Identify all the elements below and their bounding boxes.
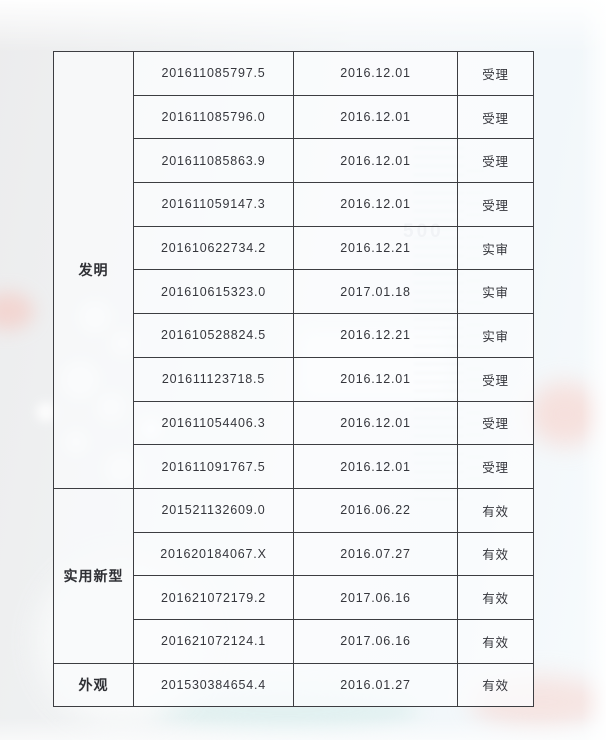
patent-number-cell: 201610622734.2 <box>133 225 294 271</box>
patent-date-cell: 2016.12.01 <box>293 444 458 489</box>
pink-blur-blob <box>0 292 34 330</box>
patent-date-cell: 2016.12.01 <box>293 51 458 96</box>
patent-date-cell: 2017.06.16 <box>293 575 458 620</box>
patent-status-cell: 有效 <box>457 575 534 620</box>
patent-date-cell: 2017.01.18 <box>293 269 458 315</box>
patent-status-cell: 受理 <box>457 356 534 402</box>
patent-number-cell: 201621072124.1 <box>133 618 294 664</box>
patent-number-cell: 201611054406.3 <box>133 400 294 446</box>
patent-date-cell: 2016.12.01 <box>293 94 458 140</box>
patent-date-cell: 2016.12.21 <box>293 225 458 271</box>
patent-date-cell: 2016.12.01 <box>293 182 458 227</box>
patent-date-cell: 2016.12.21 <box>293 313 458 358</box>
patent-date-cell: 2016.06.22 <box>293 487 458 533</box>
patent-number-cell: 201611085863.9 <box>133 138 294 184</box>
patent-date-cell: 2016.12.01 <box>293 138 458 184</box>
patent-number-cell: 201611123718.5 <box>133 356 294 402</box>
patent-date-cell: 2017.06.16 <box>293 618 458 664</box>
category-cell: 实用新型 <box>53 487 134 664</box>
patent-status-cell: 受理 <box>457 138 534 184</box>
patent-number-cell: 201611059147.3 <box>133 182 294 227</box>
patent-status-cell: 实审 <box>457 313 534 358</box>
patent-status-cell: 有效 <box>457 618 534 664</box>
category-cell: 外观 <box>53 662 134 708</box>
patent-date-cell: 2016.12.01 <box>293 400 458 446</box>
table-row: 外观 201530384654.4 2016.01.27 有效 <box>53 662 534 708</box>
patent-number-cell: 201611091767.5 <box>133 444 294 489</box>
patent-date-cell: 2016.12.01 <box>293 356 458 402</box>
patent-number-cell: 201521132609.0 <box>133 487 294 533</box>
patent-status-cell: 实审 <box>457 269 534 315</box>
patent-status-cell: 受理 <box>457 94 534 140</box>
patent-status-cell: 有效 <box>457 531 534 577</box>
patent-date-cell: 2016.07.27 <box>293 531 458 577</box>
patent-status-cell: 有效 <box>457 662 534 708</box>
table-row: 实用新型 201521132609.0 2016.06.22 有效 <box>53 487 534 664</box>
patent-status-cell: 受理 <box>457 51 534 96</box>
patent-number-cell: 201530384654.4 <box>133 662 294 708</box>
table-row: 发明 201611085797.5 2016.12.01 受理 <box>53 51 534 489</box>
patent-status-cell: 受理 <box>457 400 534 446</box>
patent-number-cell: 201610528824.5 <box>133 313 294 358</box>
patent-status-cell: 有效 <box>457 487 534 533</box>
pink-blur-blob <box>528 382 602 446</box>
patent-status-cell: 实审 <box>457 225 534 271</box>
patent-date-cell: 2016.01.27 <box>293 662 458 708</box>
patent-number-cell: 201621072179.2 <box>133 575 294 620</box>
patent-status-cell: 受理 <box>457 444 534 489</box>
patent-table-body: 发明 201611085797.5 2016.12.01 受理 201611085796… <box>53 51 534 708</box>
patent-number-cell: 201620184067.X <box>133 531 294 577</box>
patent-number-cell: 201611085797.5 <box>133 51 294 96</box>
patent-number-cell: 201611085796.0 <box>133 94 294 140</box>
patent-status-cell: 受理 <box>457 182 534 227</box>
patent-number-cell: 201610615323.0 <box>133 269 294 315</box>
patent-table: 发明 201611085797.5 2016.12.01 受理 201611085796… <box>53 51 534 708</box>
category-cell: 发明 <box>53 51 134 489</box>
